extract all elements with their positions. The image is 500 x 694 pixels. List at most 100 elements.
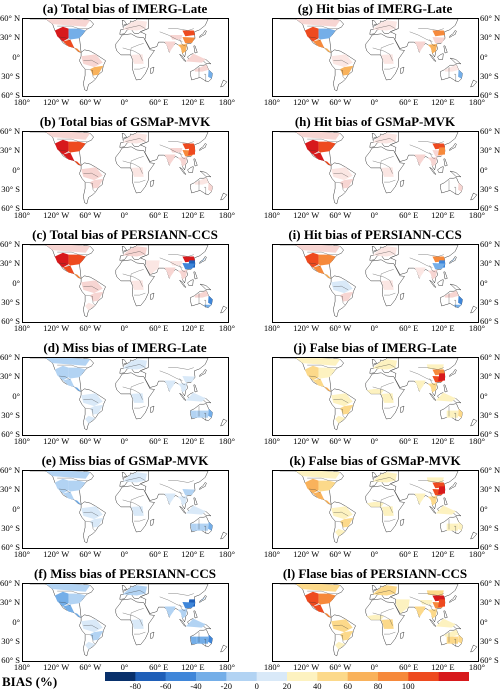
landmass-jp [199,369,207,378]
lon-tick-label: 0° [120,662,129,672]
landmass-gb [121,584,127,591]
country-border [129,495,144,507]
country-border [122,160,143,174]
bias-region-cafr [131,167,144,177]
landmass-su [429,393,437,401]
bias-region-cafr [381,619,394,629]
country-border [168,254,194,257]
country-border [168,480,194,483]
country-border [122,273,143,287]
bias-region-mex [312,378,325,387]
landmass-nz [470,192,478,201]
landmass-md [150,292,155,300]
country-border [333,511,349,517]
bias-region-mex [62,604,75,613]
map-panel-i: (i) Hit bias of PERSIANN-CCS 60° N 30° N 0°… [250,226,500,339]
lat-tick-label: 60° N [480,126,500,136]
lon-tick-label: 120° E [181,97,205,107]
country-border [85,407,96,419]
bias-region-indo [435,392,456,402]
bias-region-cam [324,612,332,618]
lat-tick-label: 0° [12,390,20,401]
world-map [279,358,478,431]
country-border [125,477,146,481]
colorbar-segment [408,672,439,681]
landmass-ph [443,45,448,54]
landmass-gb [121,471,127,478]
lon-tick-label: 60° W [329,549,352,559]
bias-region-ausE [458,408,463,418]
lat-tick-label: 30° S [1,409,20,420]
lon-tick-label: 0° [370,323,379,333]
country-border [335,520,346,532]
panel-title: (a) Total bias of IMERG-Late [42,1,208,16]
country-border [168,367,194,370]
world-map [29,132,228,205]
bias-region-ausN [194,290,209,298]
bias-region-sea [427,383,437,393]
landmass-md [150,66,155,74]
lon-tick-label: 180° [468,549,486,559]
lon-tick-label: 180° [263,97,281,107]
country-border [159,144,183,155]
landmass-ng [199,170,212,178]
lon-tick-label: 120° E [431,210,455,220]
bias-region-amz [331,393,353,407]
lat-tick-label: 30° N [480,32,500,43]
country-border [57,477,88,481]
landmass-gb [121,19,127,26]
country-border [372,386,393,400]
map-panel-f: (f) Miss bias of PERSIANN-CCS 60° N 30° N 0… [0,565,250,678]
landmass-nz [220,644,228,653]
world-map [29,584,228,657]
landmass-ph [443,497,448,506]
lon-tick-label: 60° W [79,436,102,446]
bias-region-cafr [381,167,394,177]
landmass-gb [371,471,377,478]
bias-region-cam [324,160,332,166]
lon-tick-label: 180° [13,662,31,672]
bias-region-ausE [208,521,213,531]
lon-tick-label: 180° [13,323,31,333]
country-border [129,43,144,55]
bias-region-sas [335,528,346,537]
country-border [335,181,346,193]
country-border [375,251,396,255]
bias-region-ausE [458,521,463,531]
country-border [418,480,444,483]
landmass-su [179,619,187,627]
lat-tick-label: 60° N [0,13,21,23]
map-frame [22,583,229,662]
landmass-nz [470,418,478,427]
lon-tick-label: 60° E [399,549,419,559]
country-border [83,59,99,65]
bias-region-chE [438,486,445,495]
landmass-ph [193,158,198,167]
lat-tick-label: 30° N [480,258,500,269]
lon-tick-label: 0° [370,210,379,220]
lon-tick-label: 180° [263,549,281,559]
lon-tick-label: 120° E [181,436,205,446]
bias-region-sea [427,44,437,54]
country-border [179,491,186,499]
bias-region-ind [164,267,176,279]
map-frame [22,18,229,97]
lat-tick-label: 0° [480,51,488,62]
bias-region-mong [426,590,444,596]
country-border [372,273,393,287]
bias-region-usE [318,254,336,266]
landmass-su [179,167,187,175]
bias-region-ausN [444,64,459,72]
bias-region-usE [318,141,336,153]
lat-tick-label: 0° [480,616,488,627]
lat-tick-label: 30° S [1,70,20,81]
landmass-jp [449,143,457,152]
landmass-jp [449,482,457,491]
country-border [454,526,456,534]
country-border [308,36,321,41]
country-border [379,382,394,394]
landmass-bo [187,166,194,173]
bias-region-sabr [340,65,354,76]
lon-tick-label: 60° E [149,436,169,446]
country-border [429,152,436,160]
